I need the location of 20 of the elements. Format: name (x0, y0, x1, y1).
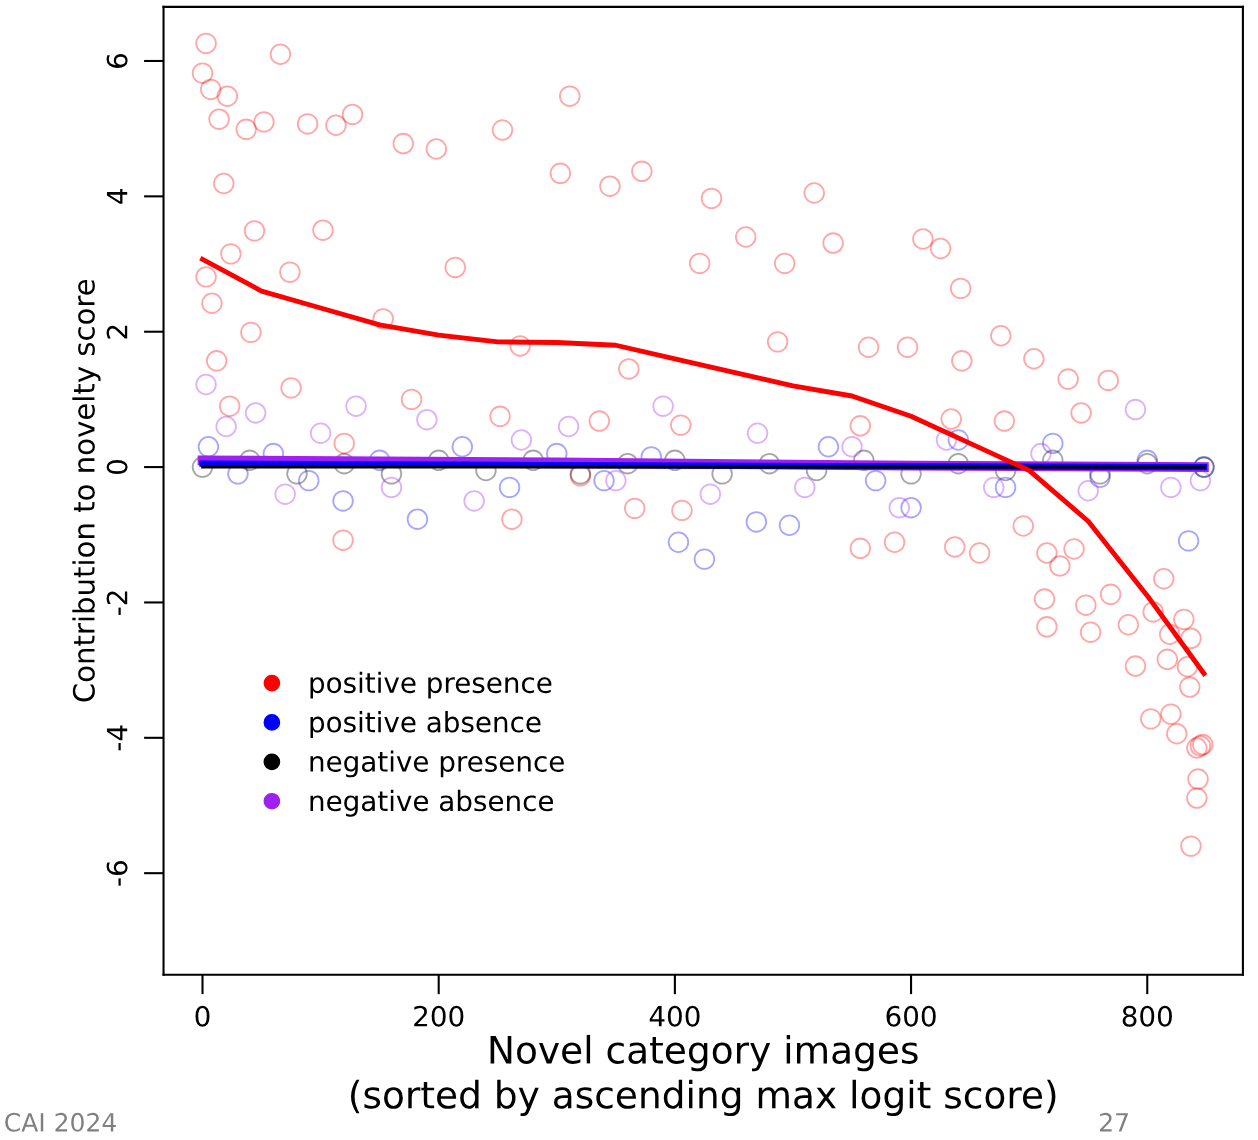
text: CAI 2024 (5, 1112, 116, 1132)
x-tick-label: 800 (1122, 1005, 1172, 1027)
y-tick-label: -2 (106, 591, 128, 615)
legend-label: positive presence (310, 671, 552, 699)
y-axis-title: Contribution to novelty score (72, 279, 101, 702)
x-axis-title: Novel category images (sorted by ascending max logit score) (351, 1034, 1056, 1117)
y-tick-label: -4 (106, 725, 128, 751)
y-tick-label: 4 (106, 189, 128, 204)
x-tick-label: 600 (886, 1005, 936, 1027)
x-tick-label: 400 (649, 1005, 700, 1027)
legend-label: negative absence (310, 789, 554, 817)
legend-label: negative presence (310, 750, 564, 778)
y-tick-label: -6 (106, 861, 128, 886)
x-tick-label: 0 (195, 1005, 210, 1027)
y-tick-label: 6 (106, 53, 128, 68)
x-tick-label: 200 (414, 1005, 464, 1027)
legend-label: positive absence (310, 711, 541, 738)
y-tick-label: 2 (106, 325, 128, 339)
y-tick-label: 0 (106, 460, 128, 475)
text: 27 (1100, 1112, 1128, 1132)
